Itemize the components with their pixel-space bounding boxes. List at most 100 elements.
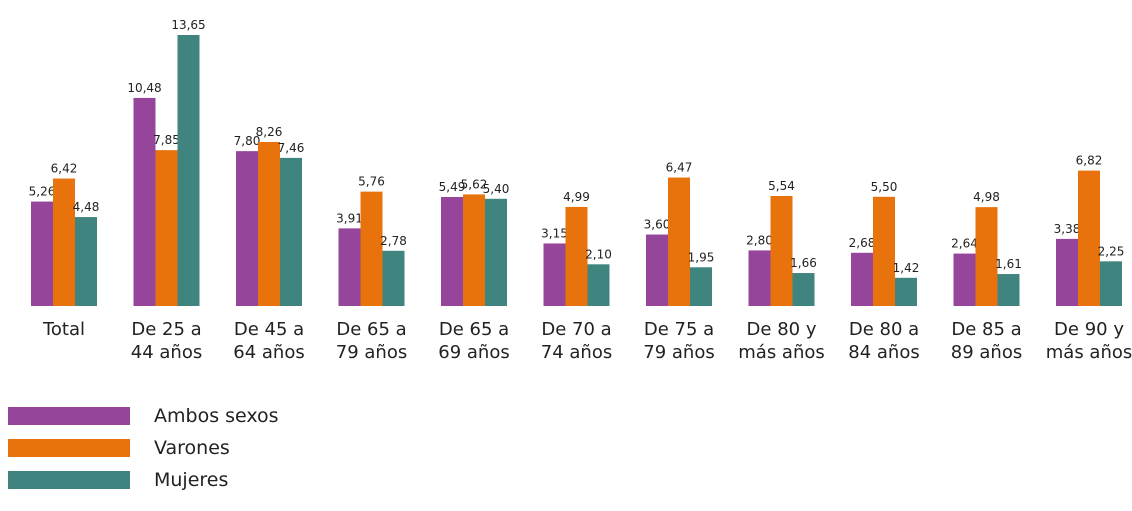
- category-label-line: más años: [738, 342, 825, 363]
- bar-ambos-sexos-4: [441, 197, 463, 306]
- data-label-varones-7: 5,54: [768, 179, 795, 193]
- data-label-ambos-sexos-10: 3,38: [1054, 222, 1081, 236]
- category-label-line: De 75 a: [644, 319, 714, 340]
- category-label-line: De 85 a: [951, 319, 1021, 340]
- legend-item-varones: Varones: [8, 432, 279, 464]
- legend-swatch-varones: [8, 439, 130, 457]
- bar-mujeres-9: [997, 274, 1020, 306]
- data-label-ambos-sexos-6: 3,60: [644, 218, 671, 232]
- category-label-1: De 25 a 44 años: [131, 319, 202, 363]
- bar-ambos-sexos-0: [31, 201, 53, 306]
- category-label-line: 69 años: [438, 342, 509, 363]
- bar-varones-2: [258, 142, 280, 306]
- category-label-line: 79 años: [336, 342, 407, 363]
- category-label-line: Total: [42, 319, 85, 340]
- data-label-ambos-sexos-3: 3,91: [336, 211, 363, 225]
- data-label-mujeres-7: 1,66: [790, 256, 817, 270]
- data-label-mujeres-2: 7,46: [278, 141, 305, 155]
- bar-ambos-sexos-6: [646, 234, 668, 306]
- legend-label: Varones: [154, 437, 230, 459]
- data-label-varones-9: 4,98: [973, 190, 1000, 204]
- bar-varones-9: [975, 207, 998, 306]
- bar-mujeres-0: [75, 217, 97, 306]
- category-label-line: De 65 a: [439, 319, 509, 340]
- data-label-mujeres-5: 2,10: [585, 247, 612, 261]
- legend-label: Mujeres: [154, 469, 229, 491]
- bar-varones-7: [770, 196, 793, 306]
- category-label-0: Total: [42, 319, 85, 340]
- bar-mujeres-10: [1100, 261, 1122, 306]
- bar-ambos-sexos-1: [133, 97, 156, 306]
- data-label-varones-4: 5,62: [461, 177, 488, 191]
- data-label-ambos-sexos-0: 5,26: [29, 185, 56, 199]
- data-label-varones-2: 8,26: [256, 125, 283, 139]
- category-label-line: De 70 a: [541, 319, 611, 340]
- bar-varones-10: [1078, 170, 1100, 306]
- data-label-varones-10: 6,82: [1076, 154, 1103, 168]
- legend-swatch-ambos-sexos: [8, 407, 130, 425]
- data-label-ambos-sexos-4: 5,49: [439, 180, 466, 194]
- category-label-line: De 80 a: [849, 319, 919, 340]
- category-label-line: De 65 a: [336, 319, 406, 340]
- bar-varones-6: [668, 177, 690, 306]
- data-label-ambos-sexos-7: 2,80: [746, 233, 773, 247]
- category-label-line: 79 años: [643, 342, 714, 363]
- bar-ambos-sexos-5: [543, 243, 566, 306]
- bar-varones-5: [565, 206, 588, 306]
- data-label-mujeres-1: 13,65: [171, 18, 205, 32]
- bar-mujeres-3: [382, 250, 405, 306]
- data-label-varones-6: 6,47: [666, 161, 693, 175]
- bar-mujeres-4: [485, 198, 507, 306]
- legend: Ambos sexos Varones Mujeres: [8, 400, 279, 496]
- category-label-line: 74 años: [541, 342, 612, 363]
- bar-ambos-sexos-9: [953, 253, 976, 306]
- bar-mujeres-7: [792, 273, 815, 306]
- data-label-mujeres-6: 1,95: [688, 250, 715, 264]
- data-label-mujeres-9: 1,61: [995, 257, 1022, 271]
- bar-ambos-sexos-2: [236, 151, 258, 306]
- bar-varones-8: [873, 196, 895, 306]
- category-label-6: De 75 a 79 años: [643, 319, 714, 363]
- category-label-line: 64 años: [233, 342, 304, 363]
- category-label-8: De 80 a 84 años: [848, 319, 919, 363]
- category-label-9: De 85 a 89 años: [951, 319, 1022, 363]
- category-label-3: De 65 a 79 años: [336, 319, 407, 363]
- category-label-4: De 65 a 69 años: [438, 319, 509, 363]
- bar-mujeres-2: [280, 157, 302, 306]
- bar-varones-1: [155, 150, 178, 306]
- data-label-ambos-sexos-9: 2,64: [951, 237, 978, 251]
- bar-mujeres-8: [895, 277, 917, 306]
- category-label-10: De 90 y más años: [1046, 319, 1132, 363]
- category-label-2: De 45 a 64 años: [233, 319, 304, 363]
- data-label-ambos-sexos-1: 10,48: [127, 81, 161, 95]
- category-label-line: más años: [1046, 342, 1132, 363]
- data-label-varones-3: 5,76: [358, 175, 385, 189]
- category-label-5: De 70 a 74 años: [541, 319, 612, 363]
- bar-chart: 5,26 6,42 4,48 Total 10,48 7,85 13,65 De 25 a 44…: [29, 18, 1132, 363]
- legend-label: Ambos sexos: [154, 405, 279, 427]
- bar-ambos-sexos-8: [851, 252, 873, 306]
- bar-mujeres-5: [587, 264, 610, 306]
- legend-item-mujeres: Mujeres: [8, 464, 279, 496]
- data-label-mujeres-0: 4,48: [73, 200, 100, 214]
- data-label-ambos-sexos-2: 7,80: [234, 134, 261, 148]
- data-label-varones-0: 6,42: [51, 162, 78, 176]
- data-label-varones-5: 4,99: [563, 190, 590, 204]
- bar-mujeres-1: [177, 35, 200, 306]
- category-label-line: 84 años: [848, 342, 919, 363]
- data-label-varones-1: 7,85: [153, 133, 180, 147]
- data-label-ambos-sexos-8: 2,68: [849, 236, 876, 250]
- data-label-mujeres-10: 2,25: [1098, 244, 1125, 258]
- category-label-line: 44 años: [131, 342, 202, 363]
- legend-item-ambos-sexos: Ambos sexos: [8, 400, 279, 432]
- bar-ambos-sexos-10: [1056, 238, 1078, 306]
- category-label-line: De 80 y: [747, 319, 817, 340]
- bar-mujeres-6: [690, 267, 712, 306]
- category-label-line: De 25 a: [131, 319, 201, 340]
- bar-ambos-sexos-3: [338, 228, 361, 306]
- bar-varones-4: [463, 194, 485, 306]
- category-label-7: De 80 y más años: [738, 319, 825, 363]
- category-label-line: 89 años: [951, 342, 1022, 363]
- data-label-ambos-sexos-5: 3,15: [541, 226, 568, 240]
- bar-ambos-sexos-7: [748, 250, 771, 306]
